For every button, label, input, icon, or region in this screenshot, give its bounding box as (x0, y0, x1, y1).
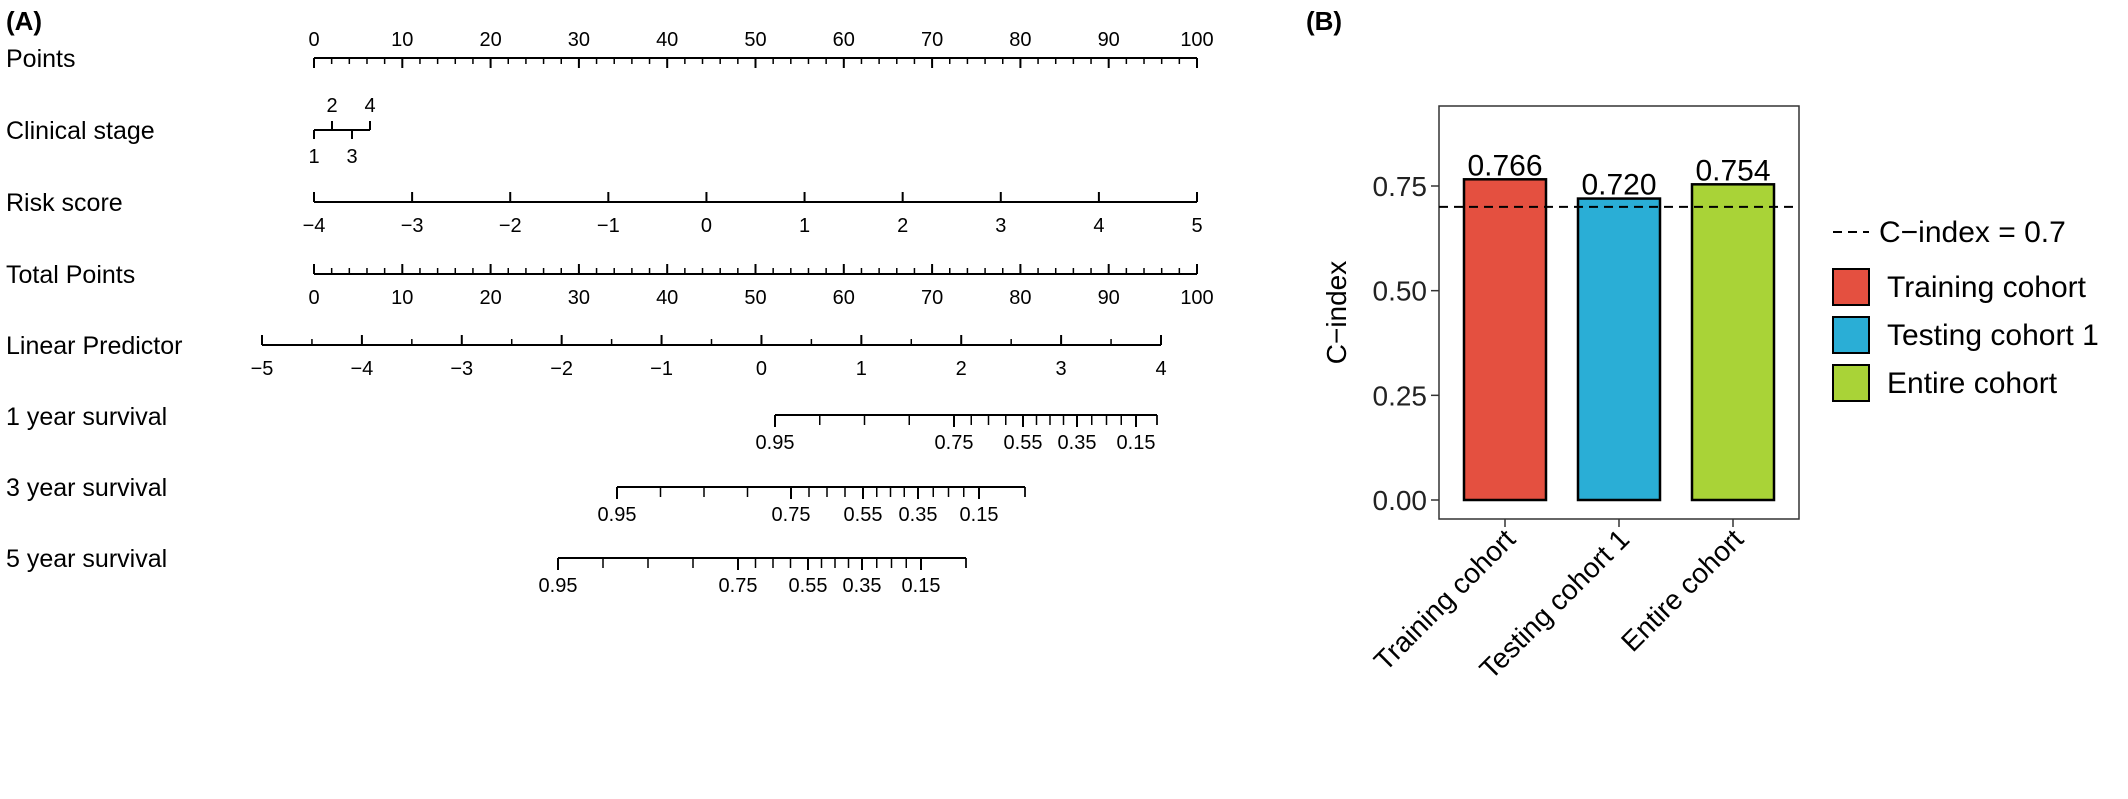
survival-tick-label-5-3: 0.35 (1058, 432, 1097, 454)
survival-tick-label-6-4: 0.15 (960, 504, 999, 526)
bar-0 (1462, 178, 1548, 502)
tick-label-2-4: 0 (701, 215, 712, 237)
survival-tick-label-7-0: 0.95 (539, 575, 578, 597)
survival-tick-label-6-3: 0.35 (899, 504, 938, 526)
survival-tick-label-7-3: 0.35 (843, 575, 882, 597)
row-label-6: 3 year survival (6, 474, 167, 502)
tick-label-2-8: 4 (1093, 215, 1104, 237)
tick-label-3-4: 40 (656, 287, 678, 309)
tick-label-4-7: 2 (956, 358, 967, 380)
survival-tick-label-5-0: 0.95 (756, 432, 795, 454)
survival-tick-label-7-2: 0.55 (789, 575, 828, 597)
tick-label-3-3: 30 (568, 287, 590, 309)
tick-label-0-4: 40 (656, 29, 678, 51)
legend-label-1: Testing cohort 1 (1887, 319, 2099, 352)
tick-label-4-3: −2 (550, 358, 573, 380)
y-tick-label-3: 0.75 (1373, 171, 1428, 202)
survival-tick-label-6-0: 0.95 (598, 504, 637, 526)
x-tick-label-2: Entire cohort (1615, 523, 1749, 657)
tick-label-0-10: 100 (1180, 29, 1213, 51)
stage-tick-label-2: 2 (326, 95, 337, 117)
row-label-5: 1 year survival (6, 403, 167, 431)
survival-tick-label-5-2: 0.55 (1004, 432, 1043, 454)
legend-label-2: Entire cohort (1887, 367, 2058, 400)
tick-label-2-9: 5 (1191, 215, 1202, 237)
tick-label-2-0: −4 (303, 215, 326, 237)
tick-label-4-2: −3 (450, 358, 473, 380)
survival-tick-label-6-2: 0.55 (844, 504, 883, 526)
bar-value-label-0: 0.766 (1467, 149, 1542, 182)
tick-label-0-7: 70 (921, 29, 943, 51)
tick-label-2-7: 3 (995, 215, 1006, 237)
stage-tick-label-1: 1 (308, 146, 319, 168)
tick-label-3-9: 90 (1098, 287, 1120, 309)
tick-label-2-1: −3 (401, 215, 424, 237)
survival-tick-label-5-1: 0.75 (935, 432, 974, 454)
legend-swatch-1 (1832, 316, 1870, 354)
tick-label-0-3: 30 (568, 29, 590, 51)
y-tick-label-2: 0.50 (1373, 276, 1428, 307)
bar-2 (1690, 183, 1776, 502)
row-label-7: 5 year survival (6, 545, 167, 573)
tick-label-0-2: 20 (479, 29, 501, 51)
panel-b-label: (B) (1306, 6, 1342, 36)
tick-label-3-1: 10 (391, 287, 413, 309)
tick-label-4-1: −4 (350, 358, 373, 380)
tick-label-0-0: 0 (308, 29, 319, 51)
tick-label-3-0: 0 (308, 287, 319, 309)
row-label-3: Total Points (6, 261, 135, 289)
tick-label-0-9: 90 (1098, 29, 1120, 51)
tick-label-3-5: 50 (744, 287, 766, 309)
row-label-4: Linear Predictor (6, 332, 182, 360)
legend-swatch-2 (1832, 364, 1870, 402)
legend-swatch-0 (1832, 268, 1870, 306)
stage-tick-label-4: 4 (364, 95, 375, 117)
tick-label-2-5: 1 (799, 215, 810, 237)
legend-reference-label: C−index = 0.7 (1879, 216, 2066, 249)
bar-1 (1576, 197, 1662, 502)
survival-tick-label-6-1: 0.75 (772, 504, 811, 526)
tick-label-3-7: 70 (921, 287, 943, 309)
bar-value-label-2: 0.754 (1695, 154, 1770, 187)
tick-label-3-2: 20 (479, 287, 501, 309)
tick-label-4-0: −5 (251, 358, 274, 380)
tick-label-4-6: 1 (856, 358, 867, 380)
survival-tick-label-7-4: 0.15 (902, 575, 941, 597)
y-axis-label: C−index (1321, 261, 1352, 365)
tick-label-3-6: 60 (833, 287, 855, 309)
panel-a-label: (A) (6, 6, 42, 36)
tick-label-3-8: 80 (1009, 287, 1031, 309)
survival-tick-label-7-1: 0.75 (719, 575, 758, 597)
tick-label-4-4: −1 (650, 358, 673, 380)
survival-tick-label-5-4: 0.15 (1117, 432, 1156, 454)
tick-label-2-6: 2 (897, 215, 908, 237)
y-tick-label-0: 0.00 (1373, 485, 1428, 516)
tick-label-0-5: 50 (744, 29, 766, 51)
legend-label-0: Training cohort (1887, 271, 2087, 304)
tick-label-0-8: 80 (1009, 29, 1031, 51)
y-tick-label-1: 0.25 (1373, 380, 1428, 411)
tick-label-4-9: 4 (1155, 358, 1166, 380)
bar-value-label-1: 0.720 (1581, 169, 1656, 202)
tick-label-3-10: 100 (1180, 287, 1213, 309)
tick-label-2-2: −2 (499, 215, 522, 237)
row-label-1: Clinical stage (6, 117, 155, 145)
tick-label-2-3: −1 (597, 215, 620, 237)
row-label-2: Risk score (6, 189, 123, 217)
tick-label-4-8: 3 (1056, 358, 1067, 380)
row-label-0: Points (6, 45, 75, 73)
stage-tick-label-3: 3 (346, 146, 357, 168)
tick-label-4-5: 0 (756, 358, 767, 380)
tick-label-0-1: 10 (391, 29, 413, 51)
tick-label-0-6: 60 (833, 29, 855, 51)
c-index-bar-chart: 0.00 0.25 0.50 0.75 C−index 0.766 Training coh… (1321, 105, 2099, 685)
